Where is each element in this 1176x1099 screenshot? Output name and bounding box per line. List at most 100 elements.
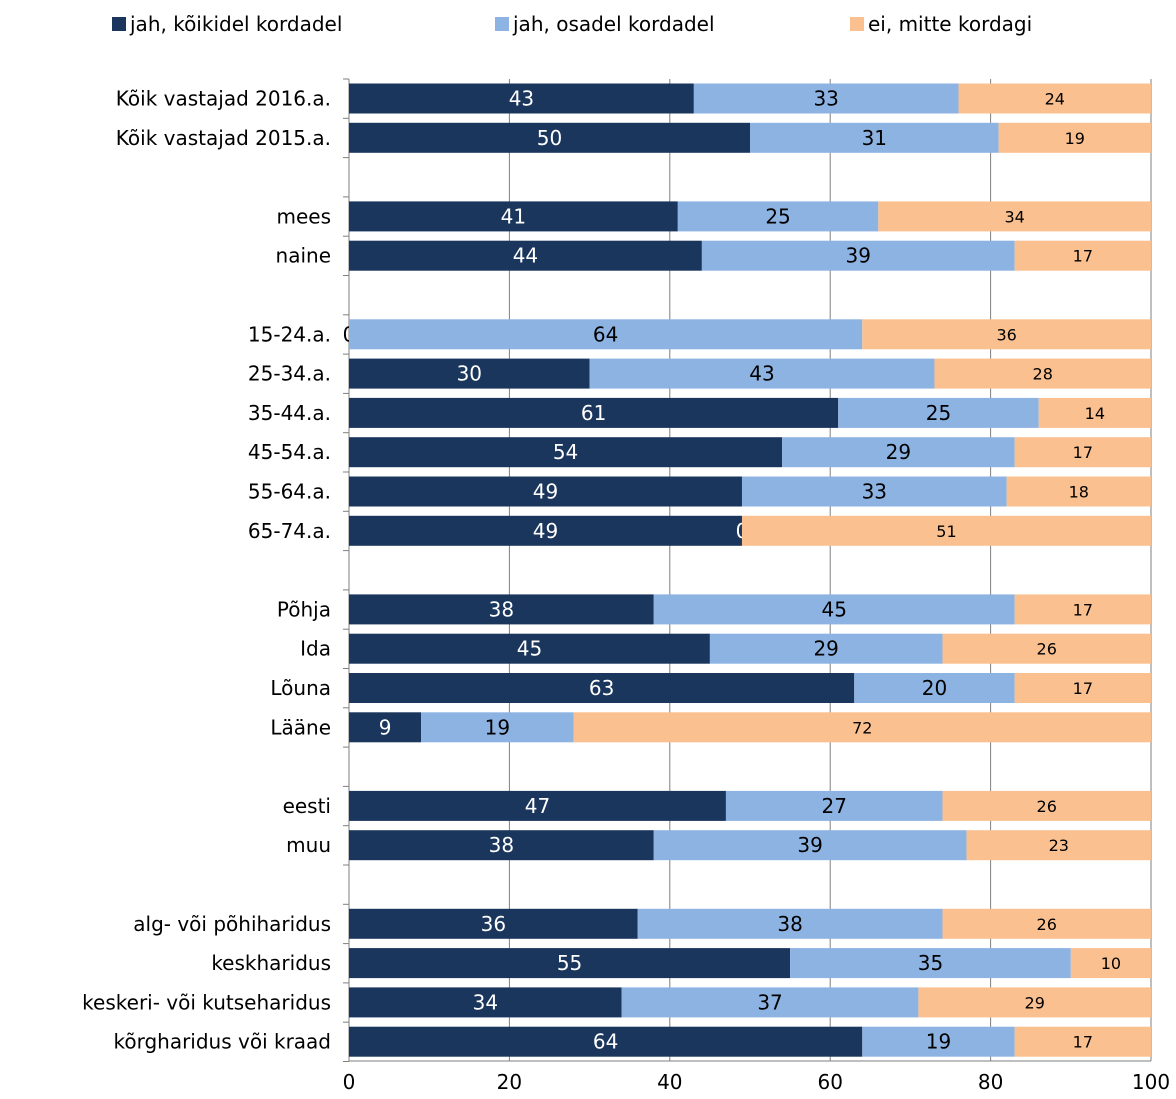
bar-segment-s1 (349, 830, 654, 861)
bar-segment-s3 (966, 830, 1151, 861)
data-label-s2: 43 (749, 362, 774, 386)
data-label-s2: 20 (922, 676, 947, 700)
bar-segment-s3 (1014, 1026, 1151, 1057)
data-label-s1: 41 (501, 204, 526, 228)
data-label-s2: 19 (926, 1030, 951, 1054)
bar-segment-s3 (942, 790, 1151, 821)
bar-segment-s3 (934, 358, 1151, 389)
category-label: Lääne (270, 715, 331, 739)
bar-segment-s3 (878, 201, 1151, 232)
legend-item-series-2: jah, osadel kordadel (495, 12, 715, 36)
data-label-s3: 26 (1037, 797, 1057, 816)
bar-segment-s1 (349, 83, 694, 114)
bar-segment-s3 (1014, 673, 1151, 703)
data-label-s3: 19 (1065, 129, 1085, 148)
bar-segment-s2 (862, 1026, 1015, 1057)
x-tick-label: 60 (817, 1070, 842, 1094)
bar-segment-s1 (349, 240, 702, 271)
bar-segment-s3 (942, 633, 1151, 664)
bar-segment-s3 (958, 83, 1151, 114)
data-label-s1: 43 (509, 87, 534, 111)
data-label-s1: 63 (589, 676, 614, 700)
data-label-s2: 33 (813, 87, 838, 111)
bar-segment-s1 (349, 358, 590, 389)
data-label-s1: 9 (379, 715, 392, 739)
data-label-s3: 26 (1037, 915, 1057, 934)
bar-segment-s2 (701, 240, 1015, 271)
bar-segment-s1 (349, 594, 654, 625)
data-label-s1: 55 (557, 951, 582, 975)
category-label: 35-44.a. (248, 401, 331, 425)
data-label-s2: 64 (593, 322, 618, 346)
bar-segment-s2 (790, 948, 1071, 979)
data-label-s2: 27 (821, 794, 846, 818)
data-label-s2: 25 (926, 401, 951, 425)
legend-item-series-3: ei, mitte kordagi (850, 12, 1032, 36)
bar-segment-s2 (653, 830, 967, 861)
bar-segment-s1 (349, 673, 855, 703)
legend: jah, kõikidel kordadel jah, osadel korda… (0, 12, 1176, 44)
category-label: Põhja (277, 597, 331, 621)
x-tick-label: 20 (497, 1070, 522, 1094)
category-label: mees (276, 204, 331, 228)
bar-segment-s2 (838, 397, 1039, 428)
bar-segment-s3 (942, 908, 1151, 939)
category-label: Ida (300, 637, 331, 661)
bar-segment-s3 (573, 712, 1151, 743)
data-label-s2: 38 (777, 912, 802, 936)
bar-segment-s1 (349, 397, 839, 428)
data-label-s3: 10 (1101, 954, 1121, 973)
category-label: Lõuna (270, 676, 331, 700)
data-label-s3: 23 (1049, 836, 1069, 855)
data-label-s3: 17 (1073, 1033, 1093, 1052)
legend-label-series-1: jah, kõikidel kordadel (130, 12, 343, 36)
category-label: 15-24.a. (248, 322, 331, 346)
legend-label-series-3: ei, mitte kordagi (868, 12, 1033, 36)
data-label-s2: 19 (485, 715, 510, 739)
data-label-s3: 17 (1073, 679, 1093, 698)
bar-segment-s3 (1006, 476, 1151, 507)
category-label: 55-64.a. (248, 480, 331, 504)
data-label-s1: 38 (489, 597, 514, 621)
bar-segment-s3 (741, 515, 1151, 546)
bar-segment-s1 (349, 633, 710, 664)
data-label-s3: 14 (1085, 404, 1105, 423)
data-label-s1: 44 (513, 244, 538, 268)
bar-segment-s3 (862, 319, 1151, 350)
category-label: keskeri- või kutseharidus (82, 990, 331, 1014)
legend-swatch-series-3 (850, 17, 864, 31)
bar-segment-s1 (349, 908, 638, 939)
data-label-s3: 17 (1073, 443, 1093, 462)
data-label-s1: 64 (593, 1030, 618, 1054)
bar-segment-s2 (421, 712, 574, 743)
data-label-s1: 45 (517, 637, 542, 661)
bar-segment-s2 (782, 437, 1015, 468)
category-label: 25-34.a. (248, 362, 331, 386)
data-label-s3: 18 (1069, 483, 1089, 502)
legend-label-series-2: jah, osadel kordadel (513, 12, 715, 36)
data-label-s3: 29 (1025, 993, 1045, 1012)
data-label-s2: 31 (862, 126, 887, 150)
data-label-s3: 24 (1045, 90, 1065, 109)
bar-segment-s1 (349, 476, 742, 507)
bar-segment-s1 (349, 790, 726, 821)
category-label: alg- või põhiharidus (133, 912, 331, 936)
category-label: Kõik vastajad 2016.a. (116, 87, 331, 111)
data-label-s3: 34 (1004, 207, 1024, 226)
data-label-s1: 34 (473, 990, 498, 1014)
bar-segment-s3 (1070, 948, 1151, 979)
category-label: Kõik vastajad 2015.a. (116, 126, 331, 150)
data-label-s3: 26 (1037, 640, 1057, 659)
bar-segment-s2 (653, 594, 1015, 625)
bar-segment-s3 (1038, 397, 1151, 428)
x-tick-label: 40 (657, 1070, 682, 1094)
bar-segment-s1 (349, 987, 622, 1018)
bar-segment-s3 (1014, 594, 1151, 625)
data-label-s1: 54 (553, 440, 578, 464)
data-label-s2: 33 (862, 480, 887, 504)
category-label: eesti (283, 794, 331, 818)
bar-segment-s1 (349, 948, 791, 979)
bar-segment-s1 (349, 122, 750, 153)
data-label-s2: 39 (846, 244, 871, 268)
